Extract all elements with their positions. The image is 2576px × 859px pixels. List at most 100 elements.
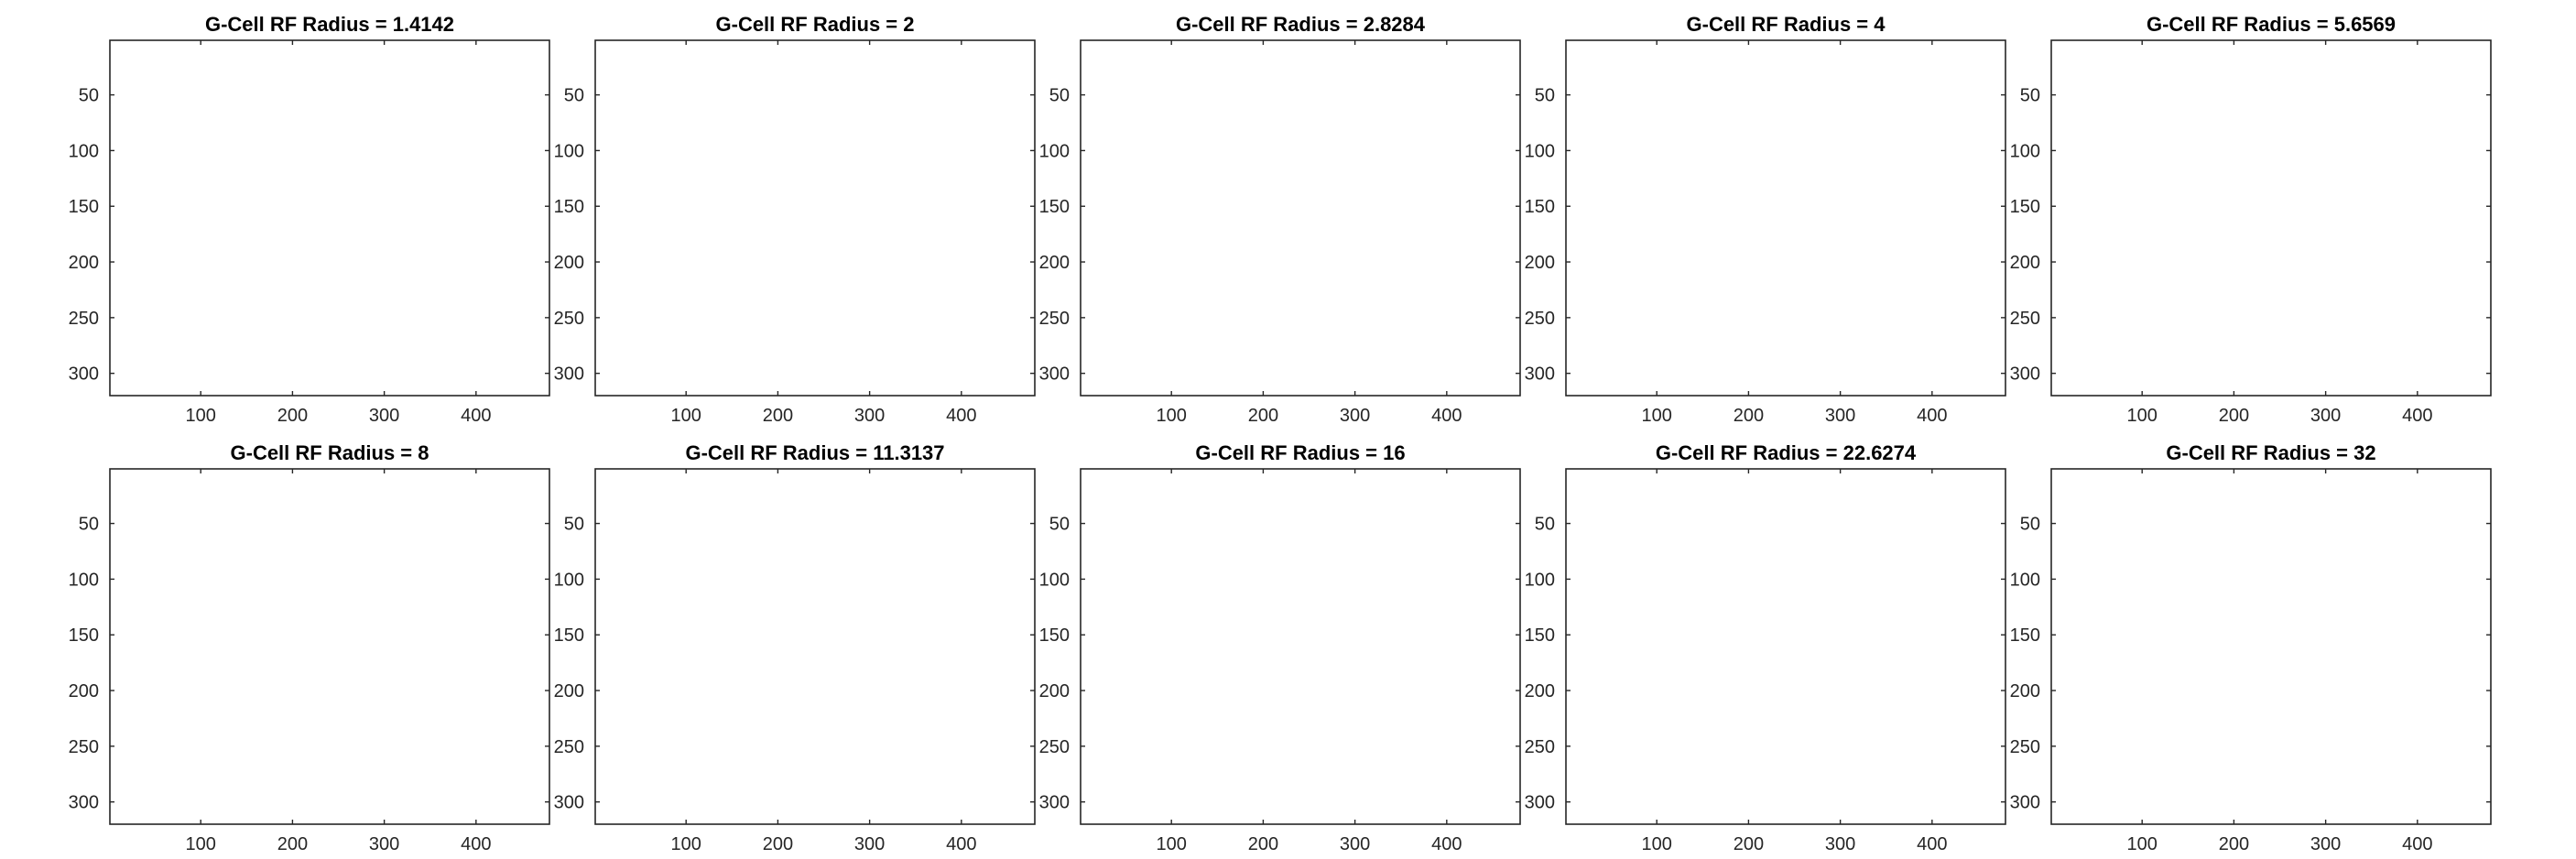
axes-box bbox=[109, 39, 550, 397]
y-tick-label: 300 bbox=[69, 364, 99, 385]
x-tick-label: 400 bbox=[2402, 406, 2432, 426]
axes-box bbox=[1080, 468, 1521, 825]
y-tick-label: 200 bbox=[1525, 681, 1555, 701]
y-tick-label: 150 bbox=[69, 625, 99, 646]
axes-box bbox=[1565, 468, 2006, 825]
y-tick-label: 150 bbox=[554, 625, 584, 646]
y-tick-label: 300 bbox=[1525, 793, 1555, 813]
axes-box bbox=[1565, 39, 2006, 397]
y-tick-label: 150 bbox=[69, 197, 99, 217]
y-tick-label: 50 bbox=[1535, 515, 1555, 535]
x-tick-label: 400 bbox=[461, 406, 491, 426]
y-tick-label: 100 bbox=[1039, 570, 1070, 590]
y-tick-label: 250 bbox=[1039, 309, 1070, 329]
y-tick-label: 100 bbox=[1525, 570, 1555, 590]
panel-title: G-Cell RF Radius = 2 bbox=[716, 13, 915, 36]
x-tick-label: 100 bbox=[1642, 834, 1672, 854]
x-tick-label: 200 bbox=[277, 834, 308, 854]
panel-title: G-Cell RF Radius = 2.8284 bbox=[1176, 13, 1426, 36]
panel-3: 100 200 300 400 50 100 150 200 250 300 G-Cell RF R… bbox=[1039, 13, 1521, 426]
panel-8: 100 200 300 400 50 100 150 200 250 300 G-Cell RF R… bbox=[1039, 441, 1521, 854]
axes-box bbox=[109, 468, 550, 825]
panel-7: 100 200 300 400 50 100 150 200 250 300 G-Cell RF R… bbox=[554, 441, 1036, 854]
x-tick-label: 200 bbox=[763, 406, 793, 426]
y-tick-label: 150 bbox=[1039, 197, 1070, 217]
y-tick-label: 300 bbox=[1039, 793, 1070, 813]
panel-title: G-Cell RF Radius = 11.3137 bbox=[685, 441, 944, 464]
x-tick-label: 200 bbox=[1734, 834, 1764, 854]
y-tick-label: 50 bbox=[1049, 515, 1070, 535]
y-tick-label: 250 bbox=[1525, 309, 1555, 329]
x-tick-label: 300 bbox=[369, 834, 399, 854]
y-tick-label: 100 bbox=[1525, 141, 1555, 161]
panel-title: G-Cell RF Radius = 5.6569 bbox=[2147, 13, 2396, 36]
x-tick-label: 400 bbox=[461, 834, 491, 854]
y-tick-label: 250 bbox=[2010, 737, 2040, 757]
axes-box bbox=[2050, 468, 2492, 825]
y-tick-label: 200 bbox=[2010, 681, 2040, 701]
x-tick-label: 100 bbox=[671, 406, 701, 426]
y-tick-label: 50 bbox=[2020, 515, 2040, 535]
y-tick-label: 150 bbox=[1525, 197, 1555, 217]
y-tick-label: 300 bbox=[1525, 364, 1555, 385]
x-tick-label: 300 bbox=[2310, 834, 2341, 854]
x-tick-label: 100 bbox=[1157, 834, 1187, 854]
x-tick-label: 100 bbox=[2127, 834, 2158, 854]
panel-2: 100 200 300 400 50 100 150 200 250 300 G-Cell RF R… bbox=[554, 13, 1036, 426]
y-tick-label: 150 bbox=[554, 197, 584, 217]
x-tick-label: 400 bbox=[1917, 406, 1947, 426]
axes-box bbox=[594, 39, 1036, 397]
y-tick-label: 150 bbox=[2010, 625, 2040, 646]
x-tick-label: 300 bbox=[369, 406, 399, 426]
panel-10: 100 200 300 400 50 100 150 200 250 300 G-Cell RF R… bbox=[2010, 441, 2492, 854]
y-tick-label: 300 bbox=[554, 364, 584, 385]
panel-4: 100 200 300 400 50 100 150 200 250 300 G-Cell RF R… bbox=[1525, 13, 2006, 426]
y-tick-label: 300 bbox=[2010, 793, 2040, 813]
x-tick-label: 400 bbox=[1431, 834, 1462, 854]
x-tick-label: 100 bbox=[186, 834, 216, 854]
panel-title: G-Cell RF Radius = 1.4142 bbox=[205, 13, 454, 36]
x-tick-label: 100 bbox=[671, 834, 701, 854]
y-tick-label: 50 bbox=[1535, 86, 1555, 106]
y-tick-label: 250 bbox=[69, 309, 99, 329]
y-tick-label: 200 bbox=[1039, 681, 1070, 701]
axes-box bbox=[2050, 39, 2492, 397]
x-tick-label: 200 bbox=[2219, 406, 2249, 426]
x-tick-label: 200 bbox=[1734, 406, 1764, 426]
y-tick-label: 50 bbox=[2020, 86, 2040, 106]
x-tick-label: 200 bbox=[763, 834, 793, 854]
y-tick-label: 200 bbox=[554, 253, 584, 273]
y-tick-label: 100 bbox=[69, 141, 99, 161]
y-tick-label: 100 bbox=[2010, 570, 2040, 590]
x-tick-label: 300 bbox=[2310, 406, 2341, 426]
y-tick-label: 250 bbox=[554, 309, 584, 329]
x-tick-label: 400 bbox=[2402, 834, 2432, 854]
y-tick-label: 100 bbox=[1039, 141, 1070, 161]
y-tick-label: 150 bbox=[1039, 625, 1070, 646]
panel-title: G-Cell RF Radius = 4 bbox=[1687, 13, 1886, 36]
panel-1: 100 200 300 400 50 100 150 200 250 300 G-Cell RF R… bbox=[69, 13, 550, 426]
x-tick-label: 300 bbox=[1825, 406, 1855, 426]
y-tick-label: 200 bbox=[2010, 253, 2040, 273]
panel-title: G-Cell RF Radius = 16 bbox=[1195, 441, 1405, 464]
y-tick-label: 200 bbox=[69, 681, 99, 701]
y-tick-label: 250 bbox=[2010, 309, 2040, 329]
y-tick-label: 50 bbox=[79, 86, 99, 106]
x-tick-label: 400 bbox=[1917, 834, 1947, 854]
x-tick-label: 200 bbox=[1248, 406, 1278, 426]
panel-6: 100 200 300 400 50 100 150 200 250 300 G-Cell RF R… bbox=[69, 441, 550, 854]
x-tick-label: 400 bbox=[946, 834, 976, 854]
y-tick-label: 50 bbox=[564, 86, 584, 106]
y-tick-label: 100 bbox=[554, 141, 584, 161]
axes-box bbox=[594, 468, 1036, 825]
y-tick-label: 200 bbox=[1525, 253, 1555, 273]
y-tick-label: 300 bbox=[69, 793, 99, 813]
x-tick-label: 400 bbox=[1431, 406, 1462, 426]
x-tick-label: 300 bbox=[854, 406, 885, 426]
x-tick-label: 300 bbox=[1340, 834, 1370, 854]
y-tick-label: 100 bbox=[2010, 141, 2040, 161]
x-tick-label: 200 bbox=[277, 406, 308, 426]
y-tick-label: 150 bbox=[1525, 625, 1555, 646]
y-tick-label: 250 bbox=[554, 737, 584, 757]
